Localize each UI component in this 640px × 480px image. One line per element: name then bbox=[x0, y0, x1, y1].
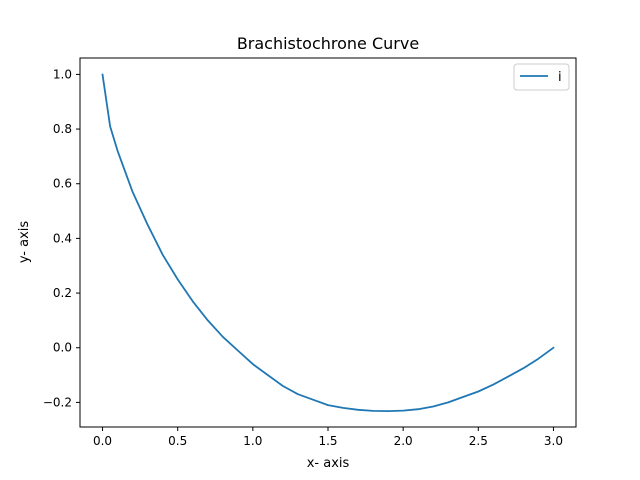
x-tick-label: 0.5 bbox=[168, 434, 187, 448]
y-tick-label: 1.0 bbox=[53, 67, 72, 81]
legend: i bbox=[513, 63, 570, 91]
chart-title: Brachistochrone Curve bbox=[237, 34, 419, 53]
series-line-i bbox=[101, 73, 555, 413]
x-tick-label: 2.0 bbox=[394, 434, 413, 448]
y-tick-label: 0.8 bbox=[53, 122, 72, 136]
x-tick-label: 3.0 bbox=[544, 434, 563, 448]
x-axis-ticks: 0.0 0.5 1.0 1.5 2.0 2.5 3.0 bbox=[93, 427, 563, 448]
legend-entry-label: i bbox=[558, 70, 562, 85]
x-tick-label: 0.0 bbox=[93, 434, 112, 448]
x-axis-label: x- axis bbox=[307, 456, 350, 471]
y-axis-label: y- axis bbox=[17, 221, 32, 264]
y-tick-label: 0.2 bbox=[53, 286, 72, 300]
x-tick-label: 1.0 bbox=[243, 434, 262, 448]
y-tick-label: 0.0 bbox=[53, 341, 72, 355]
x-tick-label: 1.5 bbox=[318, 434, 337, 448]
legend-box bbox=[513, 63, 570, 91]
y-axis-ticks: −0.2 0.0 0.2 0.4 0.6 0.8 1.0 bbox=[43, 67, 80, 409]
x-tick-label: 2.5 bbox=[469, 434, 488, 448]
y-tick-label: 0.6 bbox=[53, 177, 72, 191]
y-tick-label: −0.2 bbox=[43, 395, 72, 409]
y-tick-label: 0.4 bbox=[53, 231, 72, 245]
